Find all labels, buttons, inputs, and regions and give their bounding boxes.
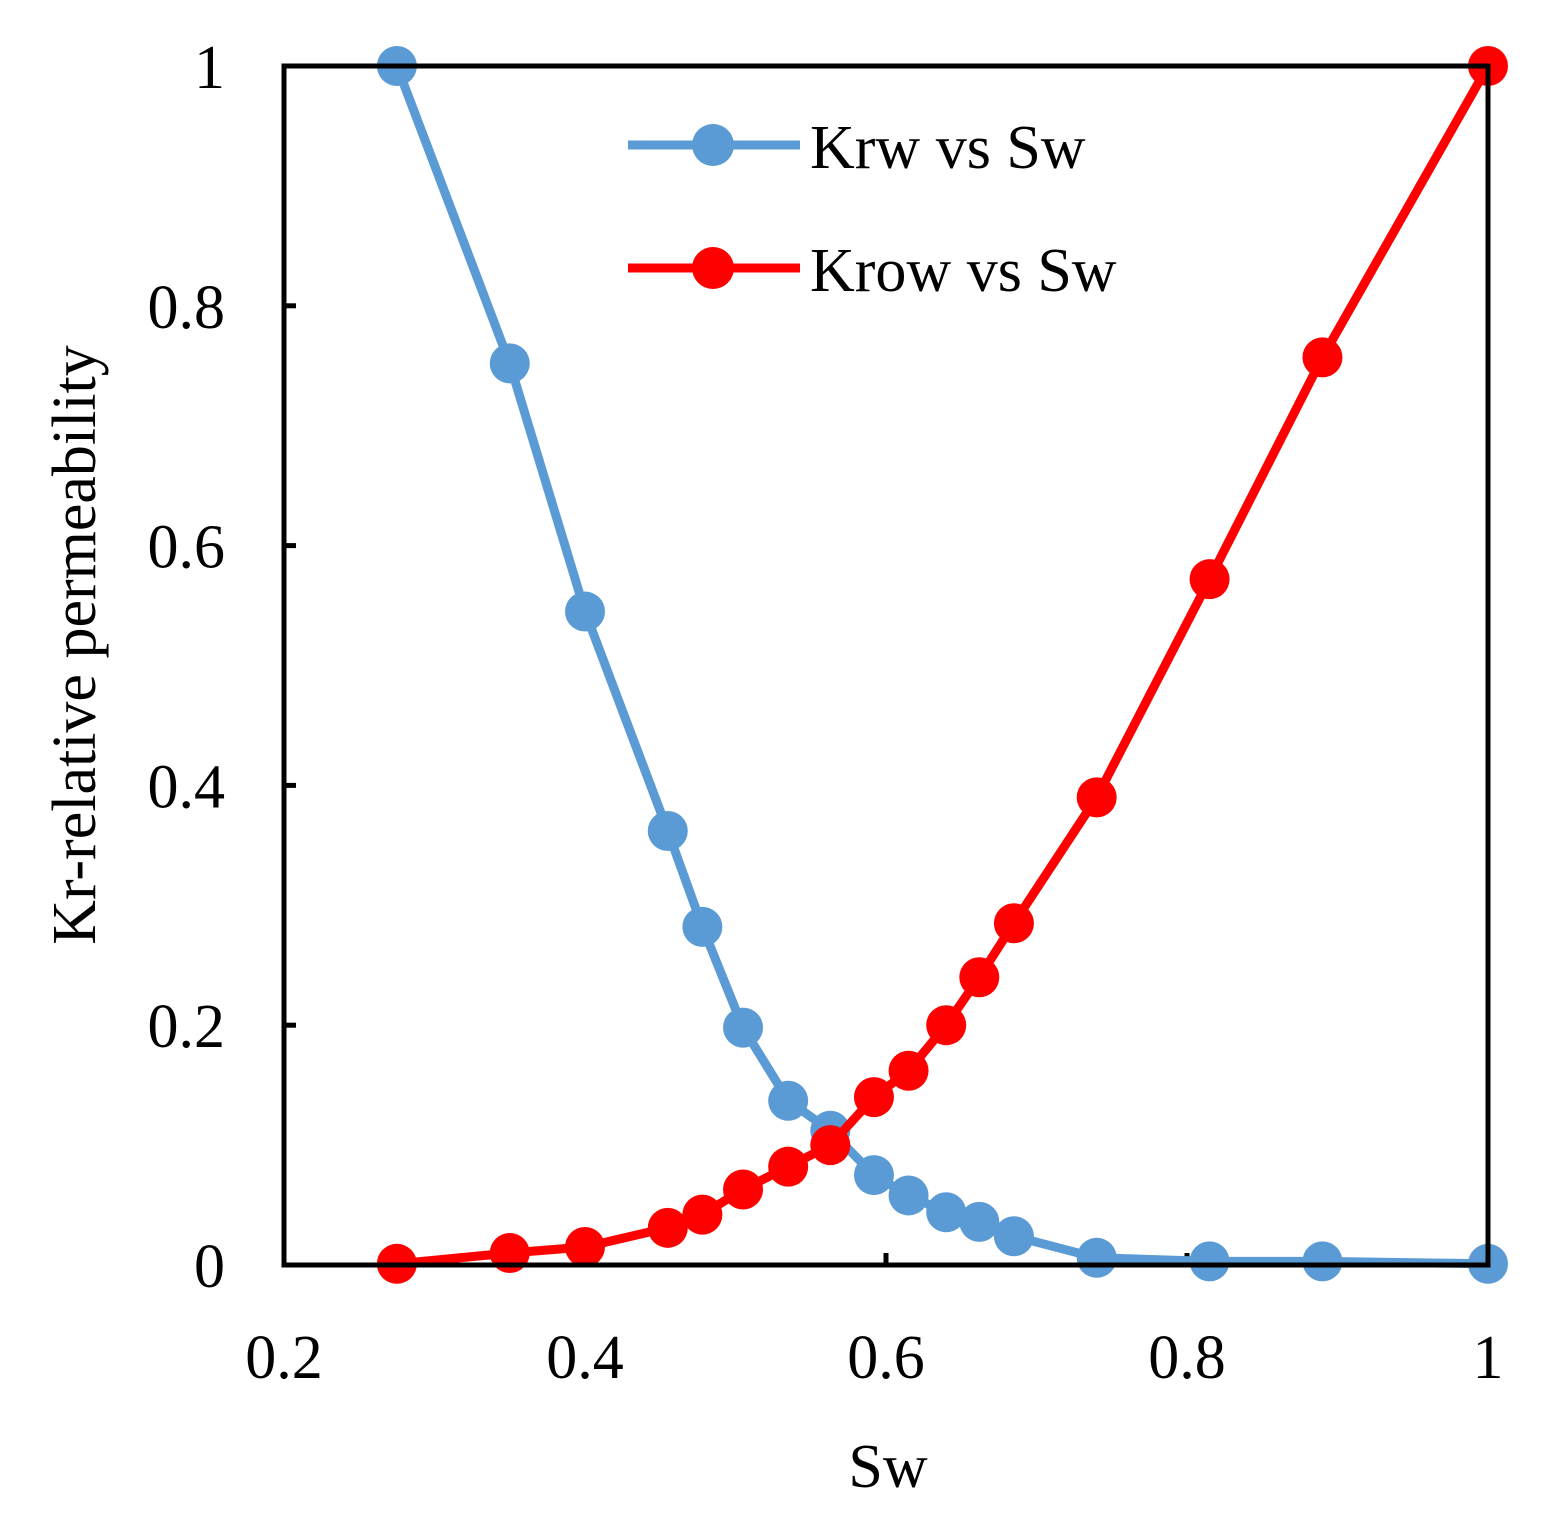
data-point-krw-8 [853,1155,894,1196]
y-axis-tick-labels: 0 0.2 0.4 0.6 0.8 1 [148,34,226,1301]
data-point-krow-9 [888,1050,929,1091]
series-krow [376,46,1508,1284]
plot-area-frame [281,63,1491,1268]
series-krw [376,46,1508,1284]
x-axis-tick-labels: 0.2 0.4 0.6 0.8 1 [245,1324,1503,1392]
data-point-krow-10 [926,1005,967,1046]
data-point-krow-4 [682,1194,723,1235]
y-tick-label-0: 0 [194,1233,225,1301]
x-tick-label-2: 0.6 [847,1324,925,1392]
x-tick-label-1: 0.4 [546,1324,624,1392]
data-point-krow-2 [565,1227,605,1268]
data-point-krow-5 [723,1169,764,1210]
x-tick-label-4: 1 [1473,1324,1504,1392]
x-tick-label-3: 0.8 [1148,1324,1226,1392]
data-point-krow-13 [1076,777,1117,818]
legend-item-krow: Krow vs Sw [628,237,1117,305]
data-point-krw-1 [489,343,530,384]
data-point-krw-11 [959,1201,1000,1242]
data-point-krow-7 [810,1125,851,1166]
y-axis-label: Kr-relative permeability [41,345,109,945]
series-layer [376,46,1508,1284]
y-tick-label-5: 1 [194,34,225,102]
data-point-krw-15 [1302,1241,1343,1282]
data-point-krow-15 [1302,337,1343,378]
data-point-krow-3 [647,1207,688,1248]
data-point-krw-6 [768,1080,809,1121]
legend-marker-krw [692,124,734,166]
data-point-krw-10 [926,1192,967,1233]
y-tick-label-2: 0.4 [148,753,226,821]
data-point-krow-6 [768,1146,809,1187]
data-point-krw-9 [888,1175,929,1216]
data-point-krow-11 [959,957,1000,998]
data-point-krw-14 [1189,1241,1230,1282]
y-tick-label-1: 0.2 [148,993,226,1061]
data-point-krw-5 [723,1007,764,1048]
data-point-krw-2 [565,591,605,632]
data-point-krw-4 [682,906,723,947]
data-point-krw-3 [647,810,688,851]
legend-label-krw: Krw vs Sw [810,114,1086,182]
data-point-krow-12 [993,903,1034,944]
data-point-krow-8 [853,1077,894,1118]
data-point-krow-14 [1189,559,1230,600]
data-point-krw-12 [993,1216,1034,1257]
y-tick-label-3: 0.6 [148,514,226,582]
legend-marker-krow [692,247,734,289]
y-tick-label-4: 0.8 [148,274,226,342]
legend-label-krow: Krow vs Sw [810,237,1117,305]
legend-item-krw: Krw vs Sw [628,114,1086,182]
data-point-krw-13 [1076,1237,1117,1278]
x-tick-label-0: 0.2 [245,1324,323,1392]
legend: Krw vs Sw Krow vs Sw [628,114,1117,305]
x-axis-label: Sw [848,1433,927,1501]
